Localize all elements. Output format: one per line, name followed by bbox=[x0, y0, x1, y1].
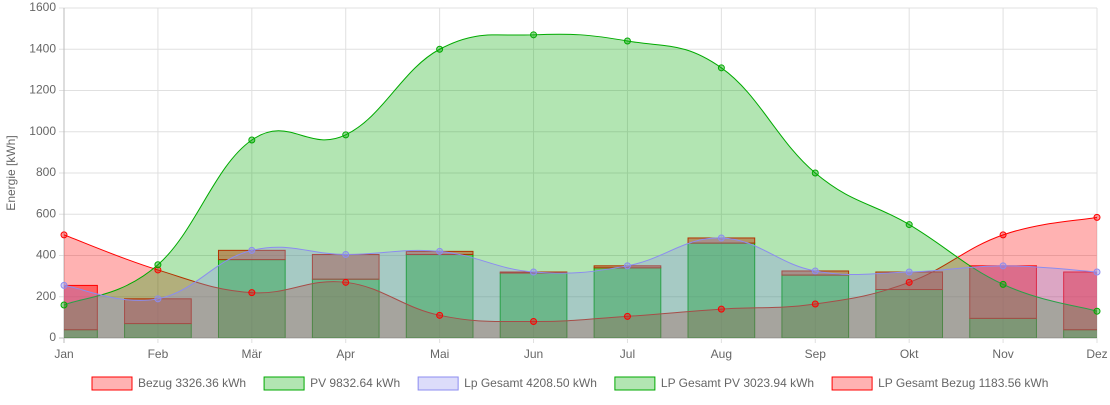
y-tick-label: 400 bbox=[36, 248, 56, 262]
bar bbox=[124, 298, 192, 325]
y-tick-label: 800 bbox=[36, 165, 56, 179]
point bbox=[154, 266, 162, 274]
x-tick-label: Okt bbox=[900, 347, 919, 361]
point bbox=[154, 295, 162, 303]
x-tick-label: Sep bbox=[805, 347, 827, 361]
point bbox=[999, 262, 1007, 270]
bar bbox=[64, 284, 98, 331]
point bbox=[530, 318, 538, 325]
point bbox=[999, 231, 1007, 239]
point bbox=[342, 250, 350, 258]
x-tick-label: Feb bbox=[148, 347, 169, 361]
bar bbox=[311, 253, 380, 280]
area bbox=[64, 34, 1097, 338]
point bbox=[811, 267, 819, 275]
point bbox=[248, 136, 256, 144]
y-tick-label: 1000 bbox=[29, 124, 56, 138]
point bbox=[1093, 307, 1101, 315]
point bbox=[248, 289, 256, 297]
line bbox=[64, 216, 1097, 323]
bar bbox=[969, 265, 1037, 319]
bar bbox=[311, 278, 380, 338]
area bbox=[64, 237, 1097, 338]
line bbox=[64, 33, 1097, 312]
point bbox=[905, 221, 913, 229]
area bbox=[64, 217, 1097, 338]
plot-area bbox=[64, 33, 1097, 338]
point bbox=[342, 278, 350, 286]
point bbox=[60, 301, 68, 309]
legend-swatch bbox=[831, 376, 873, 391]
legend-label: PV 9832.64 kWh bbox=[310, 376, 400, 390]
bar bbox=[499, 272, 568, 338]
point bbox=[999, 280, 1007, 288]
x-tick-label: Mär bbox=[241, 347, 262, 361]
point bbox=[1093, 268, 1101, 276]
y-axis-label: Energie [kWh] bbox=[4, 135, 18, 210]
point bbox=[717, 234, 725, 242]
point bbox=[811, 300, 819, 308]
legend-label: LP Gesamt Bezug 1183.56 kWh bbox=[878, 376, 1048, 390]
point bbox=[60, 281, 68, 289]
legend-label: LP Gesamt PV 3023.94 kWh bbox=[661, 376, 814, 390]
point bbox=[60, 231, 68, 239]
point bbox=[905, 268, 913, 276]
bar bbox=[687, 242, 756, 338]
point bbox=[717, 305, 725, 313]
x-tick-label: Apr bbox=[336, 347, 355, 361]
x-tick-label: Jan bbox=[54, 347, 73, 361]
x-tick-label: Nov bbox=[992, 347, 1013, 361]
legend-swatch bbox=[91, 376, 133, 391]
point bbox=[530, 31, 538, 39]
x-tick-label: Jul bbox=[620, 347, 635, 361]
y-tick-label: 1400 bbox=[29, 41, 56, 55]
point bbox=[717, 64, 725, 72]
x-tick-label: Mai bbox=[430, 347, 449, 361]
point bbox=[342, 131, 350, 139]
bar bbox=[64, 329, 98, 338]
legend-swatch bbox=[263, 376, 305, 391]
point bbox=[811, 169, 819, 177]
point bbox=[623, 312, 631, 320]
legend-swatch bbox=[417, 376, 459, 391]
point bbox=[905, 278, 913, 286]
point bbox=[436, 311, 444, 319]
point bbox=[436, 247, 444, 255]
legend-swatch bbox=[614, 376, 656, 391]
x-tick-label: Aug bbox=[711, 347, 732, 361]
point bbox=[623, 37, 631, 45]
legend-label: Lp Gesamt 4208.50 kWh bbox=[464, 376, 597, 390]
bar bbox=[217, 259, 286, 338]
x-tick-label: Dez bbox=[1086, 347, 1107, 361]
y-tick-label: 0 bbox=[49, 330, 56, 344]
point bbox=[623, 262, 631, 270]
y-tick-label: 200 bbox=[36, 289, 56, 303]
legend-label: Bezug 3326.36 kWh bbox=[138, 376, 246, 390]
line bbox=[64, 237, 1097, 301]
y-tick-label: 1200 bbox=[29, 83, 56, 97]
point bbox=[530, 268, 538, 276]
y-tick-label: 1600 bbox=[29, 0, 56, 14]
bar bbox=[405, 253, 474, 338]
x-tick-label: Jun bbox=[524, 347, 543, 361]
point bbox=[436, 45, 444, 53]
point bbox=[154, 261, 162, 269]
bar bbox=[1063, 271, 1097, 331]
bar bbox=[593, 267, 662, 338]
point bbox=[248, 246, 256, 254]
point bbox=[1093, 213, 1101, 221]
y-tick-label: 600 bbox=[36, 206, 56, 220]
